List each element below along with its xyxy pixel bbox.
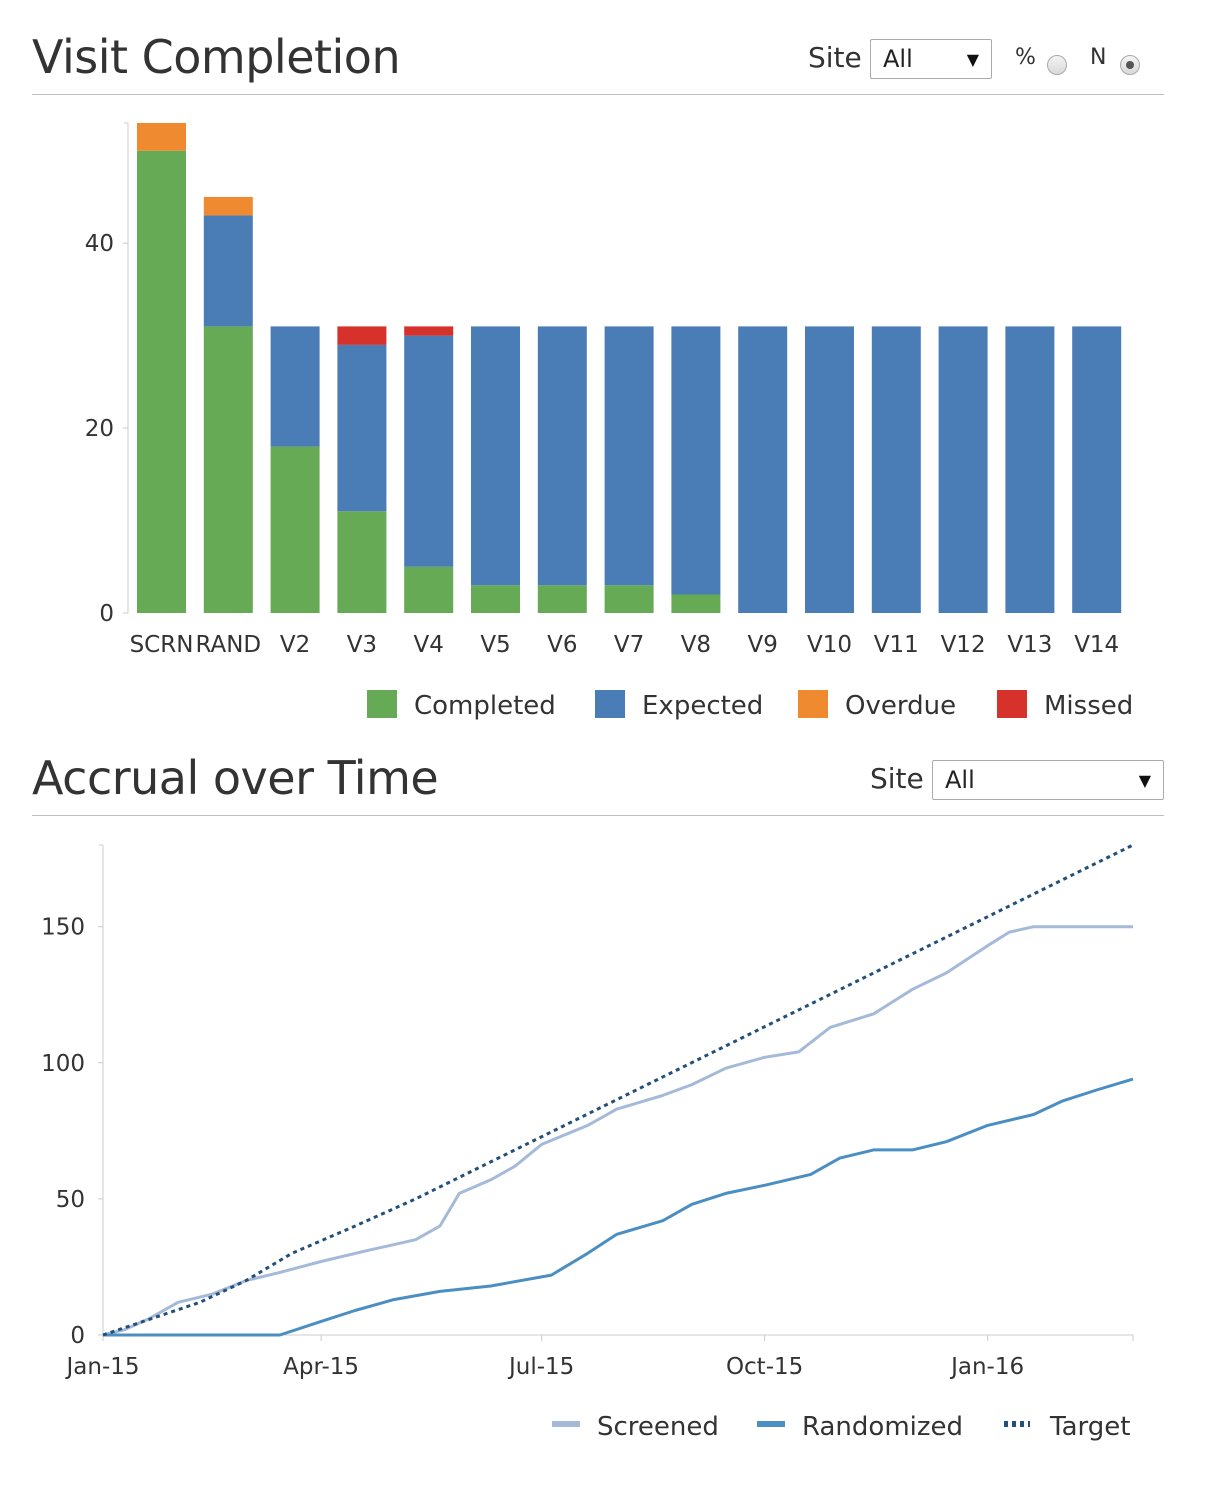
bar-overdue-scrn <box>137 123 186 151</box>
x-tick-label: V5 <box>480 632 510 658</box>
bar-completed-v3 <box>337 511 387 613</box>
visit-site-select-value: All <box>883 45 913 73</box>
bar-expected-v13 <box>1005 326 1055 613</box>
legend-label-screened: Screened <box>597 1412 719 1442</box>
bar-expected-v7 <box>604 326 654 586</box>
x-tick-label: V9 <box>748 632 778 658</box>
n-radio-label: N <box>1090 45 1107 70</box>
accrual-site-label: Site <box>870 762 924 795</box>
caret-down-icon: ▼ <box>1138 771 1151 790</box>
x-tick-label: V10 <box>807 632 852 658</box>
x-tick-label: SCRN <box>130 632 194 658</box>
y-tick-label: 40 <box>85 231 114 257</box>
legend-label-missed: Missed <box>1044 691 1133 721</box>
legend-swatch-overdue <box>798 690 828 718</box>
x-tick-label: V12 <box>941 632 986 658</box>
bar-completed-rand <box>203 326 253 613</box>
accrual-divider <box>32 815 1164 816</box>
x-tick-label: Jan-16 <box>949 1354 1024 1380</box>
legend-label-randomized: Randomized <box>802 1412 963 1442</box>
x-tick-label: Jan-15 <box>64 1354 139 1380</box>
n-radio-icon[interactable] <box>1120 55 1140 75</box>
bar-completed-v7 <box>604 585 654 613</box>
visit-divider <box>32 94 1164 95</box>
bar-completed-v2 <box>270 446 320 613</box>
x-tick-label: V13 <box>1007 632 1052 658</box>
bar-missed-v4 <box>404 326 454 336</box>
legend-label-expected: Expected <box>642 691 763 721</box>
x-tick-label: Apr-15 <box>283 1354 359 1380</box>
x-tick-label: V3 <box>347 632 377 658</box>
bar-overdue-rand <box>203 196 253 216</box>
bar-expected-rand <box>203 215 253 327</box>
visit-completion-title: Visit Completion <box>32 30 401 84</box>
bar-expected-v11 <box>871 326 921 613</box>
y-tick-label: 20 <box>85 416 114 442</box>
legend-label-completed: Completed <box>414 691 556 721</box>
line-target <box>102 843 1134 1337</box>
caret-down-icon: ▼ <box>966 50 979 69</box>
bar-expected-v12 <box>938 326 988 613</box>
accrual-title: Accrual over Time <box>32 751 439 805</box>
bar-expected-v14 <box>1072 326 1122 613</box>
x-tick-label: V6 <box>547 632 577 658</box>
accrual-site-select[interactable]: All ▼ <box>932 760 1164 800</box>
accrual-over-time-chart: 0 50 100 150 Jan-15 Apr-15 Jul-15 Oct-15 Jan-16 S… <box>41 843 1134 1442</box>
y-tick-label: 150 <box>41 915 85 941</box>
y-tick-label: 0 <box>70 1323 85 1349</box>
x-tick-label: Jul-15 <box>507 1354 574 1380</box>
x-tick-label: V4 <box>414 632 444 658</box>
bar-completed-v4 <box>404 566 454 613</box>
legend-swatch-completed <box>367 690 397 718</box>
bar-expected-v4 <box>404 335 454 567</box>
y-tick-label: 50 <box>56 1187 85 1213</box>
percent-radio-icon[interactable] <box>1047 55 1067 75</box>
y-tick-label: 0 <box>99 601 114 627</box>
bar-expected-v10 <box>805 326 854 613</box>
bar-completed-scrn <box>137 150 186 614</box>
x-tick-label: V11 <box>874 632 919 658</box>
bar-expected-v3 <box>337 344 387 512</box>
bar-expected-v9 <box>738 326 788 613</box>
bar-completed-v5 <box>471 585 520 613</box>
x-tick-label: V14 <box>1074 632 1119 658</box>
x-tick-label: V7 <box>614 632 644 658</box>
legend-swatch-expected <box>595 690 625 718</box>
bar-expected-v2 <box>270 326 320 447</box>
line-randomized <box>103 1077 1134 1337</box>
bar-missed-v3 <box>337 326 387 345</box>
bar-expected-v5 <box>471 326 520 586</box>
legend-label-overdue: Overdue <box>845 691 956 721</box>
line-screened <box>102 925 1133 1337</box>
y-tick-label: 100 <box>41 1051 85 1077</box>
x-tick-label: Oct-15 <box>726 1354 803 1380</box>
visit-site-select[interactable]: All ▼ <box>870 39 992 79</box>
accrual-site-select-value: All <box>945 766 975 794</box>
x-tick-label: V2 <box>280 632 310 658</box>
bar-completed-v6 <box>537 585 587 613</box>
bar-expected-v6 <box>537 326 587 586</box>
legend-swatch-missed <box>997 690 1027 718</box>
legend-label-target: Target <box>1049 1412 1130 1442</box>
bar-completed-v8 <box>671 594 721 613</box>
x-tick-label: RAND <box>195 632 261 658</box>
x-tick-label: V8 <box>681 632 711 658</box>
visit-site-label: Site <box>808 41 862 74</box>
visit-completion-chart: 0 20 40 SCRN RAND V2 V3 V4 V5 V6 V7 V8 V9 V10 V11 V12 V1… <box>85 122 1133 721</box>
bar-expected-v8 <box>671 326 721 595</box>
percent-radio-label: % <box>1015 45 1036 70</box>
